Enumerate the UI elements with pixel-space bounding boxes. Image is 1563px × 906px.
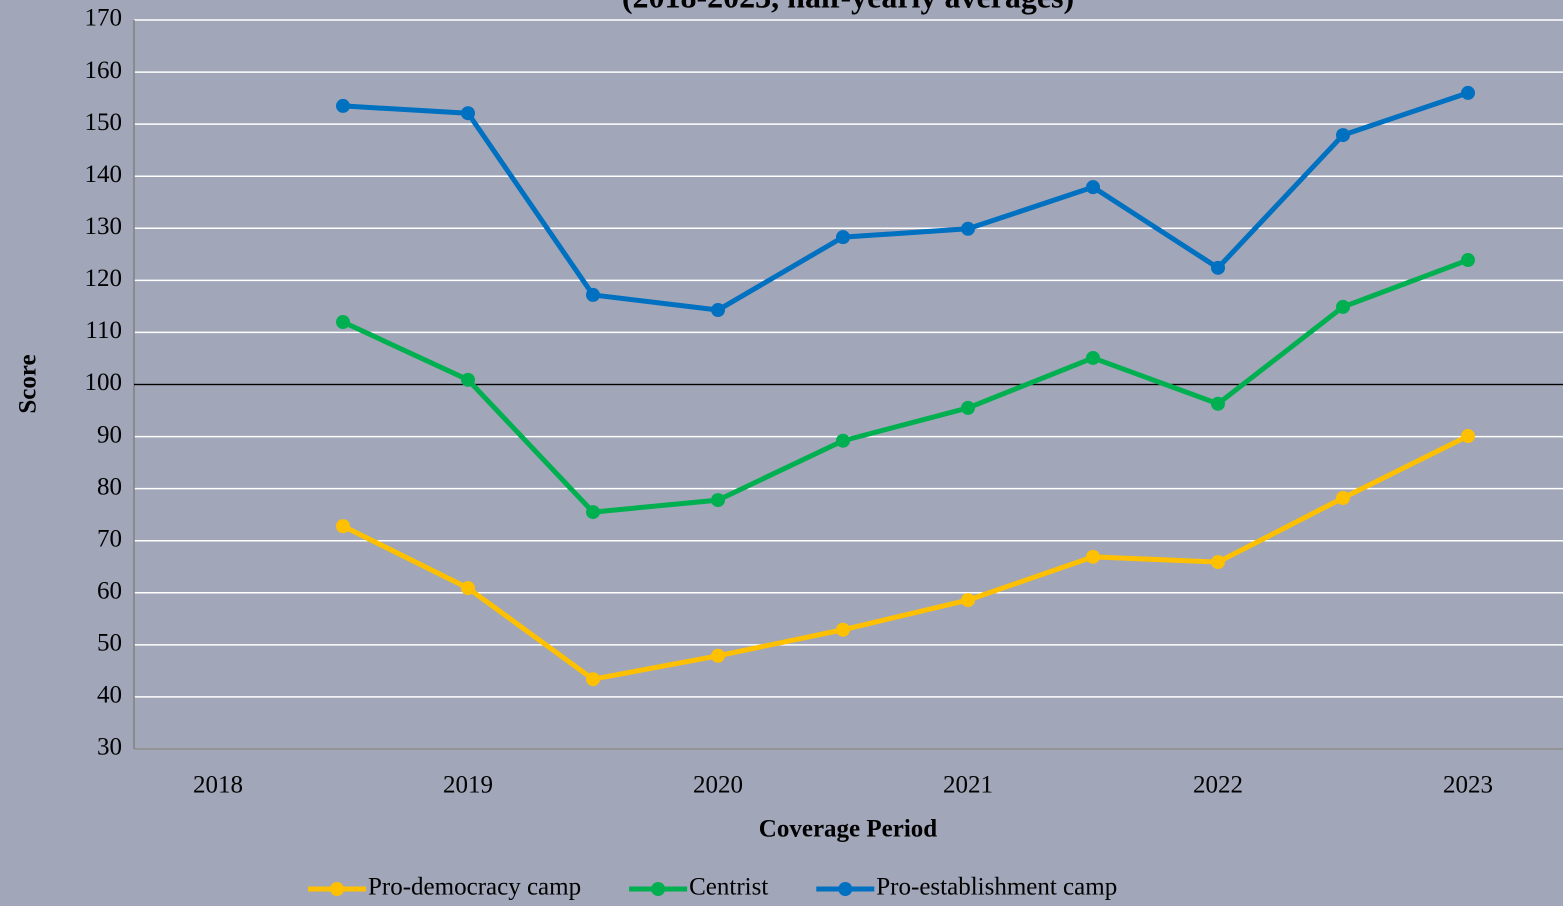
data-point — [836, 622, 850, 637]
data-point — [461, 581, 475, 596]
data-point — [711, 648, 725, 663]
data-point — [336, 519, 350, 534]
x-tick-label: 2021 — [943, 772, 993, 799]
y-tick-label: 70 — [97, 525, 122, 552]
data-point — [711, 493, 725, 508]
legend-marker — [651, 882, 666, 896]
y-tick-label: 160 — [85, 57, 123, 84]
data-point — [461, 106, 475, 121]
y-tick-label: 120 — [85, 265, 123, 292]
x-tick-label: 2020 — [693, 772, 743, 799]
legend-label: Centrist — [689, 874, 768, 901]
data-point — [1086, 549, 1100, 564]
series-line — [342, 90, 1469, 313]
x-tick-label: 2018 — [193, 772, 243, 799]
data-point — [961, 221, 975, 236]
data-point — [586, 505, 600, 520]
data-point — [1086, 350, 1100, 365]
y-tick-label: 100 — [85, 369, 123, 396]
data-point — [1211, 396, 1225, 411]
y-tick-label: 40 — [97, 682, 122, 709]
y-tick-label: 80 — [97, 473, 122, 500]
data-point — [711, 303, 725, 318]
data-point — [461, 372, 475, 387]
series-line — [341, 257, 1469, 515]
data-point — [1336, 491, 1350, 506]
series-line — [341, 433, 1470, 682]
data-point — [1461, 429, 1475, 444]
y-tick-label: 50 — [97, 630, 122, 657]
y-axis-title: Score — [15, 354, 42, 413]
y-tick-label: 90 — [97, 421, 122, 448]
data-point — [336, 315, 350, 330]
x-axis-title: Coverage Period — [759, 816, 938, 843]
y-tick-label: 150 — [85, 109, 123, 136]
data-point — [836, 433, 850, 448]
y-tick-label: 60 — [97, 578, 122, 605]
data-point — [336, 98, 350, 113]
x-tick-label: 2022 — [1193, 772, 1243, 799]
data-point — [586, 672, 600, 687]
data-point — [961, 400, 975, 415]
y-tick-label: 140 — [85, 161, 123, 188]
legend-label: Pro-democracy camp — [368, 874, 581, 901]
legend-marker — [838, 882, 853, 896]
y-tick-label: 110 — [85, 317, 122, 344]
data-point — [1461, 85, 1475, 100]
legend-label: Pro-establishment camp — [876, 874, 1117, 901]
y-tick-label: 170 — [85, 5, 123, 32]
data-point — [586, 287, 600, 302]
data-point — [961, 593, 975, 608]
legend-marker — [330, 882, 344, 896]
data-point — [1086, 180, 1100, 195]
data-point — [1211, 555, 1225, 570]
data-point — [1461, 253, 1475, 268]
y-tick-label: 30 — [97, 734, 122, 761]
chart-subtitle: (2018-2023, half-yearly averages) — [622, 0, 1074, 14]
data-point — [1336, 128, 1350, 143]
x-tick-label: 2019 — [443, 772, 493, 799]
data-point — [1211, 260, 1225, 275]
x-tick-label: 2023 — [1443, 772, 1493, 799]
y-tick-label: 130 — [85, 213, 123, 240]
data-point — [836, 230, 850, 245]
data-point — [1336, 299, 1350, 314]
